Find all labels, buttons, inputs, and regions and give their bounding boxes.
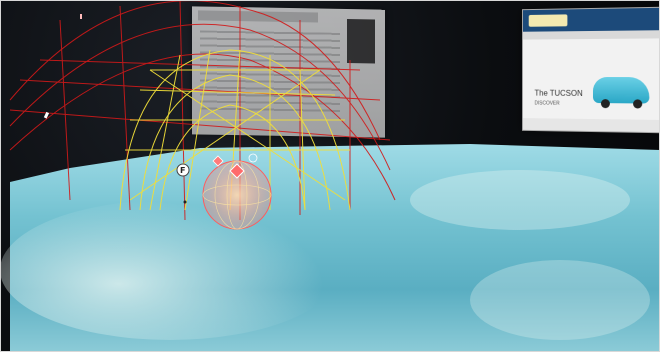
floating-particle (80, 14, 82, 19)
flag-marker-label: F (180, 166, 185, 175)
water-foam (470, 260, 650, 340)
flag-marker[interactable]: F (177, 164, 189, 176)
water-foam (0, 200, 340, 340)
blue-circle-marker[interactable] (249, 154, 257, 162)
water-foam (410, 170, 630, 230)
small-dot-marker[interactable] (184, 201, 187, 204)
